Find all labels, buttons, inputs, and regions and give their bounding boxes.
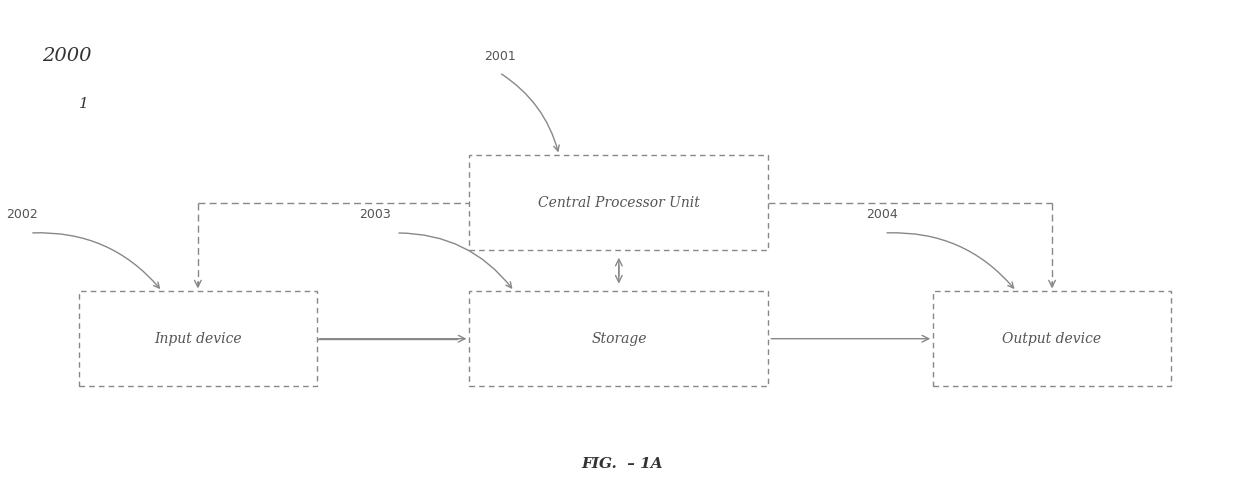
Text: FIG.  – 1A: FIG. – 1A bbox=[581, 457, 663, 471]
Text: Storage: Storage bbox=[591, 332, 647, 345]
Text: 2004: 2004 bbox=[866, 208, 898, 221]
Text: 2003: 2003 bbox=[359, 208, 392, 221]
FancyBboxPatch shape bbox=[470, 292, 768, 386]
Text: 1: 1 bbox=[79, 97, 89, 111]
Text: 2000: 2000 bbox=[42, 46, 92, 64]
FancyBboxPatch shape bbox=[79, 292, 317, 386]
Text: Input device: Input device bbox=[154, 332, 242, 345]
FancyBboxPatch shape bbox=[470, 155, 768, 250]
FancyBboxPatch shape bbox=[933, 292, 1171, 386]
Text: 2001: 2001 bbox=[484, 50, 517, 63]
Text: 2002: 2002 bbox=[6, 208, 37, 221]
Text: Central Processor Unit: Central Processor Unit bbox=[538, 196, 700, 209]
Text: Output device: Output device bbox=[1002, 332, 1101, 345]
